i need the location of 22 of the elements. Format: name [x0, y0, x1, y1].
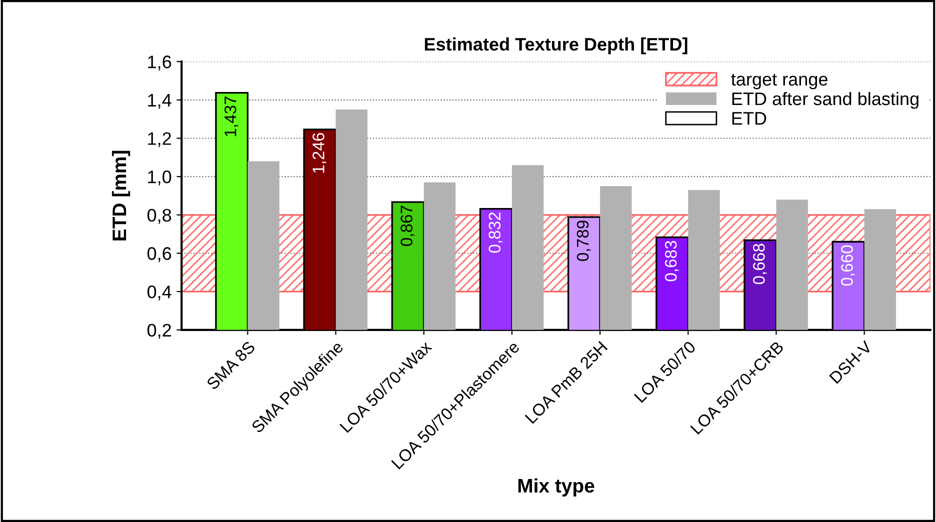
data-label: 0,668 — [753, 244, 767, 284]
y-tick-label: 0,4 — [147, 286, 172, 300]
legend-label: ETD — [732, 112, 766, 125]
y-tick-label: 1,4 — [148, 94, 172, 109]
y-axis-title: ETD [mm] — [112, 150, 130, 240]
data-label: 0,683 — [664, 240, 679, 282]
y-tick-label: 0,2 — [147, 324, 171, 339]
x-axis-title: Mix type — [518, 478, 594, 496]
data-label: 1,246 — [312, 133, 326, 173]
legend-label: ETD after sand blasting — [732, 92, 918, 109]
data-label: 0,832 — [488, 212, 503, 253]
y-tick-label: 1,0 — [148, 170, 172, 186]
legend-label: target range — [731, 74, 828, 90]
y-tick-label: 0,6 — [147, 247, 172, 262]
data-label: 0,867 — [400, 206, 414, 246]
data-label: 0,660 — [841, 245, 855, 286]
y-tick-label: 1,6 — [148, 56, 172, 70]
y-tick-label: 0,8 — [147, 208, 172, 224]
data-label: 1,437 — [224, 96, 238, 136]
y-tick-label: 1,2 — [148, 132, 171, 148]
data-label: 0,789 — [576, 220, 591, 261]
chart-title: Estimated Texture Depth [ETD] — [424, 37, 688, 54]
